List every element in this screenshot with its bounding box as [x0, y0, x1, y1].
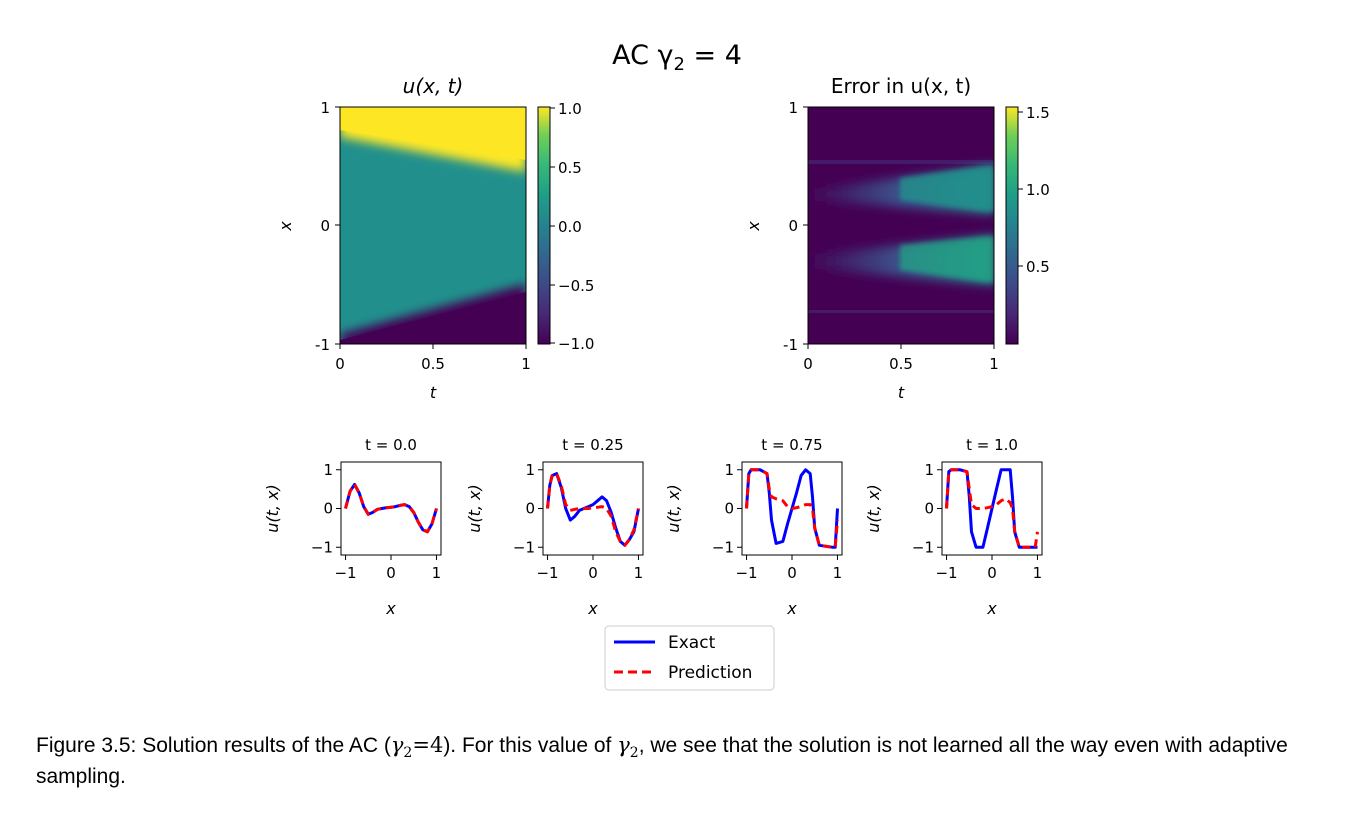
subplot-4: t = 1.0 −1 0 1 1 0 −1 x u(t, x): [864, 436, 1043, 618]
line-subplots: t = 0.0 −1 0 1 1 0 −1 x u(t, x) t = 0.25 −1 0 1 1 0 −1 x…: [263, 436, 1043, 618]
series-prediction: [945, 468, 1039, 549]
series-exact: [546, 472, 640, 547]
subplot-2: t = 0.25 −1 0 1 1 0 −1 x u(t, x): [465, 436, 644, 618]
y-tick-label: 0: [924, 500, 934, 518]
svg-text:0.5: 0.5: [421, 355, 445, 373]
y-tick-label: −1: [311, 538, 333, 556]
y-tick-label: 1: [924, 461, 934, 479]
y-tick-label: −1: [712, 538, 734, 556]
svg-text:0: 0: [788, 217, 798, 235]
y-tick-label: −1: [513, 538, 535, 556]
heatmap-solution-xlabel: t: [430, 383, 437, 402]
subplot-ylabel: u(t, x): [465, 484, 484, 533]
subplot-xlabel: x: [385, 599, 396, 618]
svg-text:1: 1: [320, 99, 330, 117]
x-tick-label: −1: [334, 564, 356, 582]
x-tick-label: 0: [987, 564, 997, 582]
legend-prediction-label: Prediction: [668, 663, 752, 683]
x-tick-label: 1: [833, 564, 843, 582]
subplot-title: t = 1.0: [966, 436, 1018, 454]
series-prediction: [745, 468, 839, 549]
heatmap-error-title: Error in u(x, t): [831, 74, 971, 98]
subplot-ylabel: u(t, x): [263, 484, 282, 533]
colorbar-error: 1.5 1.0 0.5: [1005, 104, 1050, 345]
x-tick-label: 0: [588, 564, 598, 582]
series-prediction: [344, 483, 438, 534]
figure-caption: Figure 3.5: Solution results of the AC (…: [36, 733, 1288, 789]
subplot-ylabel: u(t, x): [864, 484, 883, 533]
svg-text:0: 0: [803, 355, 813, 373]
subplot-ylabel: u(t, x): [664, 484, 683, 533]
subplot-title: t = 0.25: [562, 436, 623, 454]
svg-text:0.0: 0.0: [558, 218, 582, 236]
svg-text:-1: -1: [315, 336, 330, 354]
subplot-xlabel: x: [786, 599, 797, 618]
y-tick-label: 0: [525, 500, 535, 518]
heatmap-solution-title: u(x, t): [403, 74, 464, 98]
y-tick-label: 1: [323, 461, 333, 479]
svg-text:0.5: 0.5: [889, 355, 913, 373]
svg-text:1.0: 1.0: [558, 100, 582, 118]
svg-text:1: 1: [989, 355, 999, 373]
subplot-title: t = 0.75: [761, 436, 822, 454]
heatmap-solution-ylabel: x: [276, 221, 295, 232]
svg-text:−0.5: −0.5: [558, 277, 594, 295]
figure: AC γ2 = 4 u(x, t) 0 0.5 1 -1 0 1 t x 1.0: [263, 40, 1050, 691]
x-tick-label: 0: [787, 564, 797, 582]
svg-text:1: 1: [788, 99, 798, 117]
heatmap-error-xlabel: t: [898, 383, 905, 402]
svg-text:−1.0: −1.0: [558, 335, 594, 353]
svg-text:0.5: 0.5: [1026, 258, 1050, 276]
y-tick-label: −1: [912, 538, 934, 556]
subplot-xlabel: x: [587, 599, 598, 618]
svg-text:1.5: 1.5: [1026, 104, 1050, 122]
y-tick-label: 0: [724, 500, 734, 518]
heatmap-error: Error in u(x, t) 0 0.5 1 -1 0 1 t x 1.5 …: [744, 74, 1050, 402]
svg-text:0: 0: [335, 355, 345, 373]
x-tick-label: −1: [536, 564, 558, 582]
subplot-title: t = 0.0: [365, 436, 417, 454]
y-tick-label: 0: [323, 500, 333, 518]
x-tick-label: 1: [634, 564, 644, 582]
y-tick-label: 1: [525, 461, 535, 479]
legend: Exact Prediction: [604, 625, 775, 691]
x-tick-label: 0: [386, 564, 396, 582]
svg-text:0.5: 0.5: [558, 159, 582, 177]
subplot-3: t = 0.75 −1 0 1 1 0 −1 x u(t, x): [664, 436, 843, 618]
series-exact: [945, 468, 1038, 549]
heatmap-solution: u(x, t) 0 0.5 1 -1 0 1 t x 1.0 0.5 0.0: [276, 74, 594, 402]
subplot-1: t = 0.0 −1 0 1 1 0 −1 x u(t, x): [263, 436, 442, 618]
suptitle: AC γ2 = 4: [612, 40, 742, 75]
subplot-xlabel: x: [986, 599, 997, 618]
series-prediction: [546, 472, 640, 547]
svg-text:0: 0: [320, 217, 330, 235]
x-tick-label: 1: [432, 564, 442, 582]
legend-exact-label: Exact: [668, 633, 716, 653]
svg-text:-1: -1: [783, 336, 798, 354]
x-tick-label: −1: [935, 564, 957, 582]
x-tick-label: 1: [1033, 564, 1043, 582]
y-tick-label: 1: [724, 461, 734, 479]
heatmap-error-ylabel: x: [744, 221, 763, 232]
svg-text:1.0: 1.0: [1026, 181, 1050, 199]
svg-text:1: 1: [521, 355, 531, 373]
x-tick-label: −1: [735, 564, 757, 582]
colorbar-solution: 1.0 0.5 0.0 −0.5 −1.0: [537, 100, 594, 353]
